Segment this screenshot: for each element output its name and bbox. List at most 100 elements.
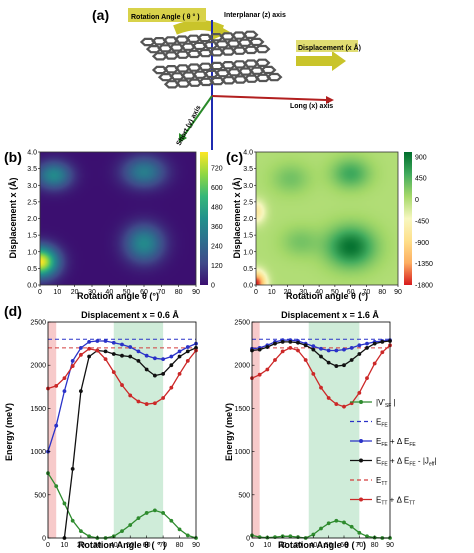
x-tick-label: 20: [284, 289, 292, 296]
chart-d-left-title: Displacement x = 0.6 Å: [81, 310, 179, 320]
legend-text-part: + Δ E: [388, 437, 410, 446]
colorbar-c-ticks: 900 450 0 -450 -900 -1350 -1800: [415, 154, 433, 289]
legend-label-v: |V'SF |: [376, 398, 396, 409]
data-point-v: [169, 518, 174, 523]
data-point-v: [365, 534, 369, 539]
x-tick-label: 80: [176, 542, 184, 549]
data-point-tt_plus: [311, 371, 316, 376]
legend-label-e_fe: EFE: [376, 418, 388, 429]
panel-b-heatmap: (b) 0 10 20 30 40 50 60 70 80 90 0.0 0.5 1.0 1.5 2.0 2.…: [4, 149, 223, 301]
legend-marker-v: [359, 400, 363, 404]
x-tick-label: 60: [347, 289, 355, 296]
heatmap-b-ticks: 0 10 20 30 40 50 60 70 80 90 0.0 0.5 1.0 1.5 2.0 2.5 3.0…: [27, 150, 200, 297]
hexagon-ring: [243, 74, 260, 83]
colorbar-tick-label: 120: [211, 263, 223, 270]
data-point-fe_minus: [152, 373, 157, 378]
y-tick-label: 2000: [30, 363, 46, 370]
data-point-fe_plus: [87, 339, 92, 344]
data-point-fe_plus: [95, 339, 100, 343]
legend-text-part: E: [376, 457, 381, 466]
y-tick-label: 1000: [234, 449, 250, 456]
y-tick-label: 500: [238, 492, 250, 499]
data-point-tt_plus: [357, 390, 362, 395]
chart-d-right-xlabel: Rotation Angle θ ( ° ): [278, 540, 366, 550]
heatmap-c-image: [256, 152, 398, 285]
data-point-tt_plus: [365, 376, 369, 381]
data-point-tt_plus: [380, 350, 385, 355]
y-tick-label: 3.0: [243, 183, 253, 190]
hexagon-ring: [231, 46, 248, 55]
x-tick-label: 10: [263, 542, 271, 549]
x-tick-label: 80: [378, 289, 386, 296]
chart-d-left-ylabel: Energy (meV): [4, 403, 14, 461]
colorbar-tick-label: 0: [211, 283, 215, 290]
data-point-fe_minus: [169, 363, 174, 368]
data-point-fe_minus: [342, 363, 346, 368]
y-tick-label: 1.5: [243, 233, 253, 240]
y-tick-label: 1.0: [243, 249, 253, 256]
y-tick-label: 2.0: [27, 216, 37, 223]
y-tick-label: 500: [34, 492, 46, 499]
data-point-fe_minus: [177, 354, 182, 359]
data-point-fe_plus: [342, 347, 346, 352]
data-point-tt_plus: [95, 348, 100, 353]
y-tick-label: 0.0: [243, 283, 253, 290]
hexagon-ring: [208, 48, 226, 57]
short-axis-label: Short (y) axis: [176, 104, 203, 147]
data-point-fe_plus: [78, 346, 83, 350]
data-point-tt_plus: [128, 393, 133, 398]
data-point-fe_minus: [128, 354, 133, 359]
data-point-fe_plus: [103, 339, 108, 343]
hexagon-ring: [185, 49, 203, 59]
legend-text-part: FE: [381, 423, 388, 429]
data-point-v: [177, 527, 182, 532]
panel-c-heatmap: (c) 0 10 20 30 40 50 60 70 80 90 0.0 0.5 1.0 1.5 2.0 2.…: [226, 149, 433, 301]
y-tick-label: 0: [246, 536, 250, 543]
displacement-label: Displacement (x Å): [298, 43, 361, 52]
data-point-fe_plus: [128, 345, 133, 349]
legend-text-part: + Δ E: [387, 496, 409, 505]
legend-text-part: FE: [409, 462, 416, 468]
colorbar-tick-label: -1800: [415, 283, 433, 290]
data-point-tt_plus: [265, 367, 270, 372]
plot-frame: [47, 321, 197, 539]
data-point-fe_plus: [319, 346, 323, 351]
data-point-fe_plus: [152, 356, 157, 361]
colorbar-tick-label: 0: [415, 197, 419, 204]
legend-text-part: FE: [409, 442, 416, 448]
rotation-label-box: [128, 8, 206, 22]
x-tick-label: 20: [279, 542, 287, 549]
data-point-tt_plus: [177, 371, 182, 376]
y-tick-label: 1.5: [27, 233, 37, 240]
interplanar-axis-label: Interplanar (z) axis: [224, 12, 286, 19]
legend-label-e_tt: ETT: [376, 476, 387, 487]
displacement-label-box: [296, 40, 358, 52]
hexagon-ring: [174, 50, 191, 59]
data-point-fe_minus: [311, 347, 316, 352]
x-tick-label: 10: [53, 289, 61, 296]
y-tick-label: 4.0: [27, 150, 37, 157]
panel-d-letter: (d): [4, 303, 22, 319]
panel-a-molecule-schematic: (a) Rotation Angle ( θ ° ) Interplanar (…: [92, 7, 361, 150]
data-point-v: [311, 532, 316, 537]
x-tick-label: 50: [331, 289, 339, 296]
data-point-fe_plus: [365, 341, 369, 346]
data-point-tt_plus: [303, 358, 308, 362]
legend-label-fe_minus: EFE + Δ EFE - |Jeff|: [376, 457, 436, 468]
legend-text-part: SF: [385, 403, 391, 409]
y-tick-label: 2.0: [243, 216, 253, 223]
data-point-tt_plus: [161, 396, 166, 400]
legend-text-part: TT: [381, 481, 387, 487]
data-point-v: [136, 516, 141, 521]
legend-text-part: FE: [381, 442, 388, 448]
y-tick-label: 3.5: [243, 166, 253, 173]
y-tick-label: 0: [42, 536, 46, 543]
data-point-v: [144, 511, 149, 515]
shaded-region-red: [48, 322, 57, 538]
hexagon-ring: [254, 73, 272, 83]
data-point-fe_minus: [349, 358, 354, 362]
chart-d-left-xlabel: Rotation Angle θ ( ° ): [78, 540, 166, 550]
data-point-tt_plus: [334, 402, 339, 406]
data-point-fe_minus: [78, 389, 83, 394]
data-point-tt_plus: [70, 364, 75, 368]
